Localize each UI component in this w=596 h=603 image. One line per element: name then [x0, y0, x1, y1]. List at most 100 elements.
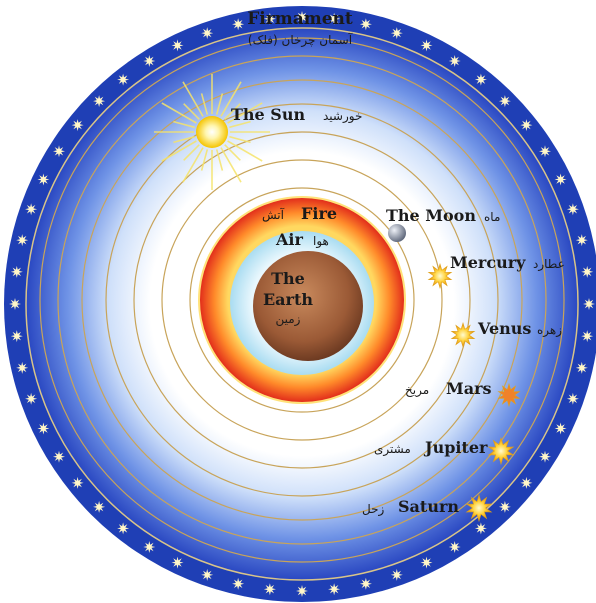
- earth-label-line2: Earth: [263, 290, 313, 309]
- mercury-body: [427, 262, 453, 290]
- firmament-inner-edge: [25, 27, 579, 581]
- firmament-star: [143, 55, 156, 67]
- mars-label-fa: مریخ: [405, 383, 429, 398]
- saturn-label: Saturn: [398, 497, 459, 516]
- air-label-fa: هوا: [313, 234, 329, 249]
- sun-ray: [224, 103, 241, 120]
- firmament-star: [575, 234, 588, 247]
- firmament-star: [263, 583, 276, 596]
- firmament-star: [520, 476, 533, 489]
- firmament-star: [328, 12, 341, 25]
- firmament-label: Firmament: [247, 9, 353, 29]
- moon-body: [388, 224, 406, 242]
- firmament-star: [117, 73, 130, 86]
- sun-disc: [196, 116, 228, 148]
- firmament-star: [296, 11, 308, 23]
- fire-label-fa: آتش: [262, 207, 285, 223]
- sun-ray: [182, 147, 204, 183]
- sun-ray: [200, 149, 209, 171]
- firmament-star: [171, 556, 184, 569]
- jupiter-label-fa: مشتری: [374, 442, 411, 457]
- sun-ray: [183, 144, 200, 161]
- earth-label-fa: زمین: [276, 312, 301, 327]
- firmament-star: [53, 450, 65, 463]
- firmament-star: [37, 173, 50, 186]
- firmament-star: [53, 145, 65, 158]
- firmament-star: [117, 522, 130, 535]
- sun-ray: [227, 102, 263, 124]
- sun-ray: [220, 147, 242, 183]
- mercury-label-fa: عطارد: [533, 257, 565, 272]
- orbit-moon: [189, 187, 415, 413]
- firmament-star: [566, 203, 579, 216]
- firmament-star: [448, 55, 461, 67]
- firmament-star: [16, 361, 29, 374]
- orbit-mars: [81, 79, 523, 521]
- jupiter-body: [487, 436, 515, 466]
- sun-ray: [229, 120, 251, 129]
- firmament-star: [539, 450, 551, 463]
- venus-label-fa: زهره: [537, 323, 562, 338]
- firmament-star: [10, 265, 23, 278]
- firmament-star: [143, 541, 156, 553]
- firmament-star: [575, 361, 588, 374]
- firmament-star: [25, 203, 38, 216]
- sun-ray: [224, 144, 241, 161]
- sun-ray: [161, 102, 197, 124]
- firmament-star: [498, 500, 511, 513]
- sun-ray: [229, 135, 251, 144]
- firmament-star: [498, 95, 511, 108]
- firmament-star: [390, 27, 403, 40]
- firmament-star: [359, 18, 372, 31]
- firmament-star: [474, 522, 487, 535]
- moon-label-fa: ماه: [484, 210, 500, 224]
- firmament-star: [520, 119, 533, 132]
- orbit-saturn: [39, 37, 565, 563]
- saturn-label-fa: زحل: [362, 502, 385, 517]
- firmament-star: [420, 556, 433, 569]
- mars-body: [497, 382, 521, 408]
- orbit-sun: [105, 103, 499, 497]
- firmament-star: [296, 585, 308, 597]
- firmament-star: [93, 500, 106, 513]
- firmament-star: [583, 298, 595, 310]
- venus-body: [450, 321, 476, 349]
- orbit-venus: [133, 131, 471, 469]
- sun-ray: [173, 135, 195, 144]
- firmament-star: [93, 95, 106, 108]
- sun-ray: [215, 149, 224, 171]
- firmament-star: [359, 577, 372, 590]
- firmament-star: [71, 476, 84, 489]
- mars-label: Mars: [446, 379, 492, 398]
- firmament-star: [566, 392, 579, 405]
- firmament-star: [448, 541, 461, 553]
- moon-label: The Moon: [386, 206, 476, 225]
- firmament-star: [581, 330, 594, 343]
- firmament-star: [474, 73, 487, 86]
- venus-label: Venus: [477, 319, 531, 338]
- firmament-star: [201, 27, 214, 40]
- sun-ray: [215, 93, 224, 115]
- orbit-mercury: [161, 159, 443, 441]
- sun-ray: [182, 81, 204, 117]
- earth-sphere: [253, 251, 363, 361]
- sun-ray: [220, 81, 242, 117]
- firmament-star: [581, 265, 594, 278]
- firmament-star: [10, 330, 23, 343]
- sun-ray: [227, 140, 263, 162]
- air-label: Air: [275, 230, 303, 249]
- firmament-star: [37, 422, 50, 435]
- planet-bodies: [427, 262, 521, 523]
- fire-sphere-edge: [198, 196, 406, 404]
- mercury-label: Mercury: [450, 253, 526, 272]
- firmament-star: [232, 577, 245, 590]
- sun-label-fa: خورشید: [323, 109, 362, 124]
- firmament-stars: [9, 11, 595, 597]
- firmament-star: [390, 568, 403, 581]
- firmament-star: [171, 39, 184, 52]
- sun-ray: [173, 120, 195, 129]
- firmament-star: [232, 18, 245, 31]
- firmament-star: [16, 234, 29, 247]
- firmament-star: [554, 422, 567, 435]
